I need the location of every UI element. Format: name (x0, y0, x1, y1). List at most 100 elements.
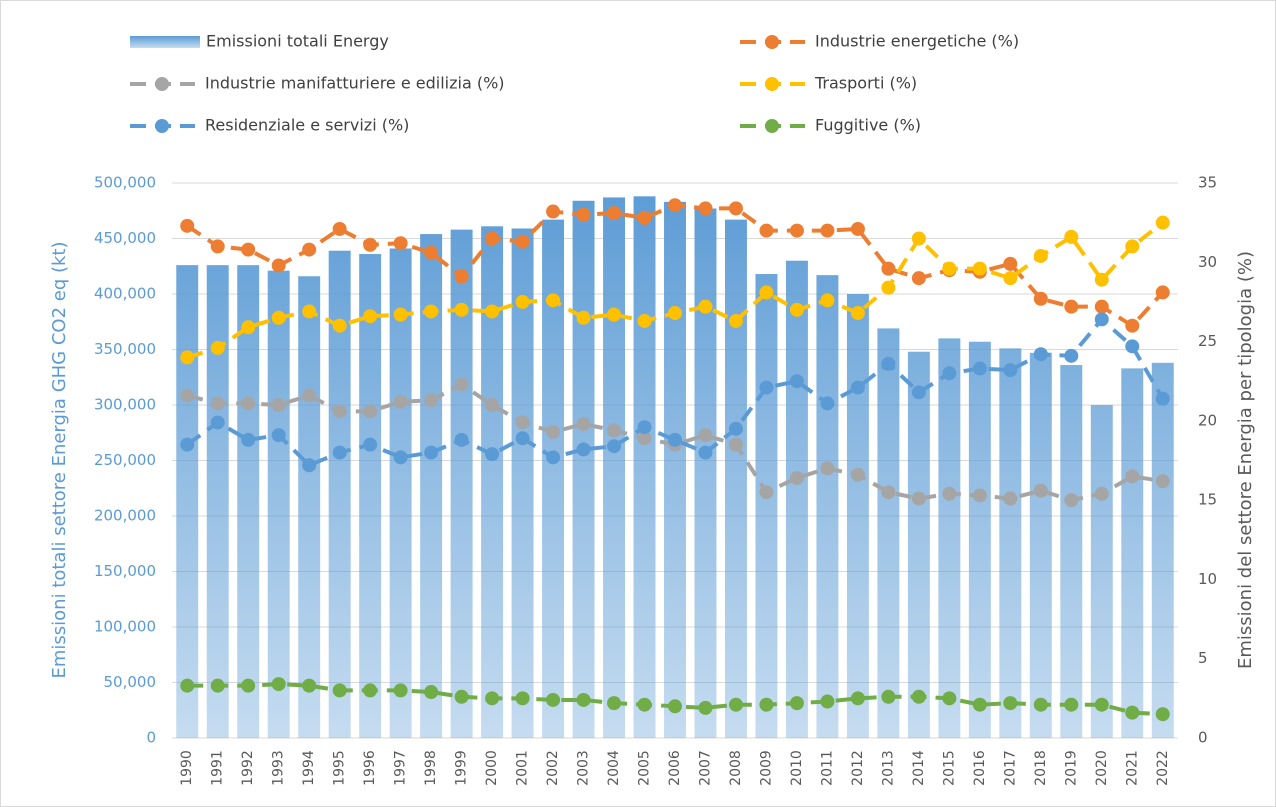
x-tick-label: 1992 (240, 750, 256, 786)
bar (724, 219, 747, 738)
marker (668, 699, 682, 714)
y-tick-label: 400,000 (94, 285, 156, 303)
marker (607, 696, 622, 711)
marker (241, 678, 256, 693)
marker (271, 677, 286, 692)
marker (271, 398, 286, 412)
marker (942, 691, 957, 706)
marker (1064, 697, 1079, 712)
x-tick-label: 1997 (393, 750, 409, 786)
marker (637, 210, 652, 225)
marker (332, 683, 347, 698)
y-tick-label: 0 (146, 729, 156, 747)
marker (515, 415, 530, 430)
marker (637, 431, 652, 446)
marker (424, 304, 439, 319)
marker (1003, 363, 1018, 378)
x-tick-label: 1999 (454, 750, 470, 786)
marker (424, 445, 439, 460)
legend-marker (155, 119, 169, 133)
marker (820, 293, 835, 308)
marker (210, 340, 225, 355)
marker (576, 442, 591, 457)
y-tick-label: 100,000 (94, 618, 156, 636)
bar (938, 338, 961, 738)
y-tick-label: 150,000 (94, 562, 156, 580)
marker (1125, 239, 1140, 254)
marker (271, 258, 286, 273)
bar (420, 234, 443, 738)
marker (485, 447, 500, 462)
marker (850, 691, 865, 706)
marker (1003, 696, 1018, 711)
marker (1155, 391, 1170, 406)
marker (393, 683, 408, 698)
y-tick-label: 200,000 (94, 507, 156, 525)
marker (546, 424, 561, 439)
marker (241, 432, 256, 447)
marker (424, 393, 439, 408)
x-tick-label: 2022 (1155, 750, 1171, 786)
x-tick-label: 1994 (301, 750, 317, 786)
marker (1155, 285, 1170, 300)
marker (302, 458, 317, 473)
x-tick-label: 2019 (1063, 750, 1079, 786)
marker (576, 207, 591, 222)
x-tick-label: 2013 (880, 750, 896, 786)
marker (485, 304, 500, 319)
marker (180, 388, 195, 403)
marker (393, 394, 408, 409)
marker (972, 261, 987, 276)
marker (789, 374, 804, 389)
y2-tick-label: 20 (1198, 411, 1217, 429)
marker (454, 689, 469, 704)
marker (1003, 256, 1018, 271)
x-tick-label: 1998 (423, 750, 439, 786)
marker (698, 445, 713, 460)
y2-tick-label: 25 (1198, 332, 1217, 350)
marker (1155, 474, 1170, 489)
marker (393, 307, 408, 322)
marker (1064, 299, 1079, 314)
marker (1064, 493, 1079, 508)
marker (789, 470, 804, 485)
marker (1125, 705, 1140, 720)
marker (881, 280, 896, 295)
bar (298, 276, 321, 738)
x-tick-label: 1996 (362, 750, 378, 786)
marker (820, 694, 835, 709)
marker (332, 221, 347, 236)
marker (820, 396, 835, 411)
bar (481, 226, 504, 739)
marker (485, 691, 500, 706)
bar (694, 208, 717, 738)
marker (424, 685, 439, 700)
marker (1033, 347, 1048, 362)
x-tick-label: 2001 (515, 750, 531, 786)
bar (328, 250, 351, 738)
marker (1033, 483, 1048, 498)
marker (363, 309, 378, 324)
x-tick-label: 2016 (972, 750, 988, 786)
bar (1121, 368, 1144, 738)
marker (210, 239, 225, 254)
marker (607, 307, 622, 322)
marker (241, 396, 256, 411)
bar (542, 219, 565, 738)
y2-axis-title: Emissioni del settore Energia per tipolo… (1235, 251, 1256, 669)
y-tick-label: 250,000 (94, 451, 156, 469)
marker (332, 404, 347, 419)
marker (180, 350, 195, 365)
bar (359, 254, 382, 739)
marker (698, 201, 713, 216)
marker (454, 269, 469, 284)
marker (850, 380, 865, 395)
marker (1094, 486, 1109, 501)
marker (637, 420, 652, 435)
marker (789, 696, 804, 711)
marker (728, 697, 743, 712)
marker (942, 366, 957, 381)
marker (454, 377, 469, 392)
legend-label: Residenziale e servizi (%) (205, 116, 409, 135)
bar (755, 274, 778, 738)
